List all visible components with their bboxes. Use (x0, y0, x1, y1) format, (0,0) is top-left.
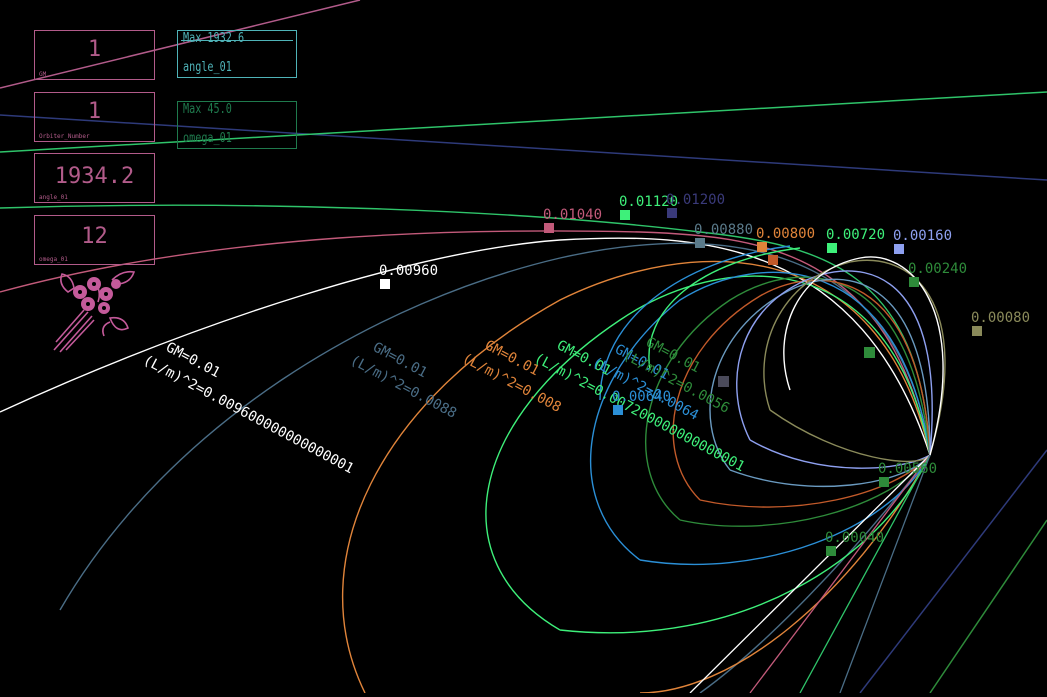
orbit-curve (709, 278, 931, 488)
orbit-tail (839, 454, 931, 694)
marker-value-label: 0.00720 (826, 227, 885, 243)
flower-bouquet-icon (53, 270, 136, 353)
orbit-marker[interactable] (894, 244, 904, 254)
marker-value-label: 0.00560 (878, 461, 937, 477)
orbit-curve (599, 245, 791, 401)
orbit-curve (763, 259, 946, 463)
marker-value-label: 0.00640 (612, 389, 671, 405)
gm-value: 1 (87, 37, 102, 62)
orbit-marker[interactable] (757, 242, 767, 252)
orbit-curve (783, 256, 944, 456)
angle-slider-max: Max 1932.6 (183, 31, 245, 46)
omega-slider[interactable]: Max 45.0 omega_01 (177, 101, 297, 149)
orbit-curve (648, 247, 801, 371)
orbiter-number-panel[interactable]: 1 Orbiter_Number (34, 92, 155, 142)
background-line (0, 114, 1047, 181)
marker-value-label: 0.01120 (619, 194, 678, 210)
orbit-tail (799, 454, 931, 694)
orbit-curve (59, 242, 931, 694)
orbit-l2-text: (L/m)^2=0.009600000000000001 (140, 352, 356, 477)
orbit-marker[interactable] (667, 208, 677, 218)
marker-value-label: 0.00080 (971, 310, 1030, 326)
orbiter-number-label: Orbiter_Number (39, 133, 90, 140)
orbit-curve (0, 237, 931, 456)
orbit-curve (0, 204, 931, 456)
angle-slider[interactable]: Max 1932.6 angle_01 (177, 30, 297, 78)
orbit-curve (589, 271, 931, 566)
orbit-curve (342, 260, 931, 694)
orbit-curve (672, 279, 931, 508)
orbit-marker[interactable] (879, 477, 889, 487)
angle-panel[interactable]: 1934.2 angle_01 (34, 153, 155, 203)
marker-value-label: 0.00800 (756, 226, 815, 242)
angle-value: 1934.2 (54, 164, 135, 189)
orbit-parameter-label: GM=0.01(L/m)^2=0.0088 (347, 339, 459, 421)
orbit-curve (645, 276, 931, 527)
omega-value: 12 (81, 224, 108, 249)
marker-value-label: 0.01200 (666, 192, 725, 208)
gm-panel[interactable]: 1 GM (34, 30, 155, 80)
marker-value-label: 0.00880 (694, 222, 753, 238)
omega-slider-max: Max 45.0 (183, 102, 232, 117)
orbit-marker[interactable] (826, 546, 836, 556)
orbit-marker[interactable] (827, 243, 837, 253)
central-body-marker (864, 347, 875, 358)
omega-slider-name: omega_01 (183, 131, 232, 146)
marker-value-label: 0.01040 (543, 207, 602, 223)
angle-slider-name: angle_01 (183, 60, 232, 75)
marker-value-label: 0.00160 (893, 228, 952, 244)
orbit-marker[interactable] (972, 326, 982, 336)
marker-value-label: 0.00240 (908, 261, 967, 277)
background-line (929, 519, 1047, 694)
orbit-marker[interactable] (695, 238, 705, 248)
background-line (0, 0, 361, 89)
orbit-marker (768, 255, 778, 265)
orbit-marker (718, 376, 729, 387)
orbit-tail (749, 454, 931, 694)
orbiter-number-value: 1 (87, 99, 102, 124)
background-line (0, 91, 1047, 153)
orbit-marker[interactable] (544, 223, 554, 233)
omega-panel[interactable]: 12 omega_01 (34, 215, 155, 265)
orbit-marker[interactable] (380, 279, 390, 289)
angle-slider-track[interactable] (181, 40, 293, 41)
orbit-marker[interactable] (620, 210, 630, 220)
marker-value-label: 0.00040 (825, 530, 884, 546)
gm-label: GM (39, 71, 47, 78)
background-line (859, 449, 1047, 694)
omega-label: omega_01 (39, 256, 68, 263)
orbit-tail (689, 454, 931, 694)
orbit-parameter-label: GM=0.01(L/m)^2=0.009600000000000001 (140, 339, 356, 477)
orbit-marker[interactable] (909, 277, 919, 287)
marker-value-label: 0.00960 (379, 263, 438, 279)
angle-label: angle_01 (39, 194, 68, 201)
orbit-marker[interactable] (613, 405, 623, 415)
orbit-curve (736, 270, 933, 469)
